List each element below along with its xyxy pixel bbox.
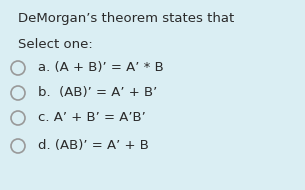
Circle shape [11,61,25,75]
Circle shape [11,139,25,153]
Text: Select one:: Select one: [18,38,93,51]
Text: a. (A + B)’ = A’ * B: a. (A + B)’ = A’ * B [38,61,164,74]
Text: DeMorgan’s theorem states that: DeMorgan’s theorem states that [18,12,234,25]
Circle shape [11,111,25,125]
Text: c. A’ + B’ = A’B’: c. A’ + B’ = A’B’ [38,111,146,124]
Text: b.  (AB)’ = A’ + B’: b. (AB)’ = A’ + B’ [38,86,157,99]
Circle shape [11,86,25,100]
Text: d. (AB)’ = A’ + B: d. (AB)’ = A’ + B [38,139,149,152]
